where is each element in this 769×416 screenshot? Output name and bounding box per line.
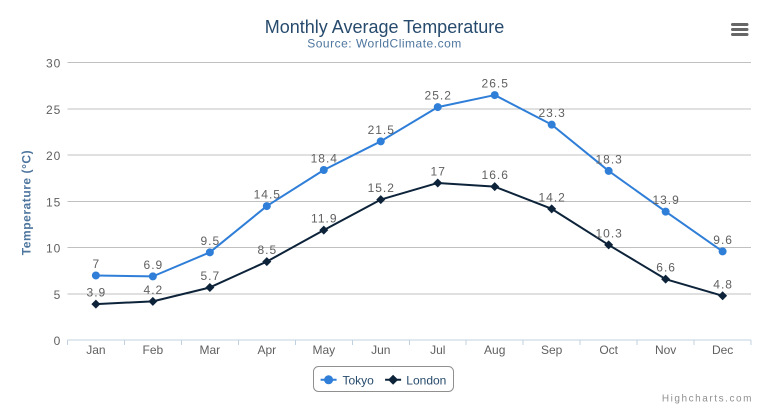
svg-text:Dec: Dec (712, 343, 733, 357)
svg-text:11.9: 11.9 (311, 212, 337, 226)
svg-text:9.6: 9.6 (713, 233, 733, 247)
svg-text:Mar: Mar (200, 343, 221, 357)
svg-text:Jul: Jul (430, 343, 445, 357)
svg-text:5: 5 (54, 288, 62, 302)
svg-text:Source: WorldClimate.com: Source: WorldClimate.com (307, 37, 462, 51)
svg-text:30: 30 (46, 57, 61, 71)
svg-text:Tokyo: Tokyo (343, 373, 375, 387)
svg-text:May: May (312, 343, 335, 357)
svg-text:Highcharts.com: Highcharts.com (662, 394, 753, 405)
svg-text:Temperature (°C): Temperature (°C) (20, 150, 34, 255)
svg-text:6.9: 6.9 (144, 258, 164, 272)
svg-text:Jan: Jan (86, 343, 105, 357)
svg-text:13.9: 13.9 (652, 193, 679, 207)
svg-text:Jun: Jun (371, 343, 390, 357)
svg-text:25: 25 (46, 103, 61, 117)
svg-text:25.2: 25.2 (425, 89, 452, 103)
svg-text:14.5: 14.5 (254, 188, 281, 202)
svg-text:4.8: 4.8 (713, 277, 733, 291)
svg-text:Feb: Feb (143, 343, 164, 357)
svg-text:18.4: 18.4 (311, 152, 338, 166)
svg-text:London: London (406, 373, 446, 387)
svg-text:Apr: Apr (257, 343, 276, 357)
svg-text:0: 0 (54, 334, 62, 348)
svg-text:8.5: 8.5 (257, 243, 277, 257)
svg-text:23.3: 23.3 (539, 106, 566, 120)
svg-text:9.5: 9.5 (200, 234, 220, 248)
svg-text:6.6: 6.6 (656, 261, 676, 275)
svg-text:5.7: 5.7 (200, 269, 220, 283)
svg-text:16.6: 16.6 (482, 168, 509, 182)
svg-text:14.2: 14.2 (539, 190, 566, 204)
svg-text:20: 20 (46, 149, 61, 163)
svg-text:18.3: 18.3 (595, 152, 622, 166)
svg-text:15.2: 15.2 (368, 181, 395, 195)
svg-text:Monthly Average Temperature: Monthly Average Temperature (265, 17, 504, 37)
svg-text:10: 10 (46, 242, 61, 256)
svg-text:26.5: 26.5 (482, 77, 509, 91)
svg-text:3.9: 3.9 (87, 286, 107, 300)
svg-text:Aug: Aug (484, 343, 505, 357)
svg-text:17: 17 (431, 164, 446, 178)
svg-text:Sep: Sep (541, 343, 563, 357)
svg-text:4.2: 4.2 (144, 283, 164, 297)
svg-text:15: 15 (46, 195, 61, 209)
svg-text:10.3: 10.3 (595, 226, 622, 240)
svg-text:7: 7 (93, 257, 101, 271)
svg-text:Oct: Oct (599, 343, 618, 357)
svg-text:Nov: Nov (655, 343, 676, 357)
svg-text:21.5: 21.5 (368, 123, 395, 137)
